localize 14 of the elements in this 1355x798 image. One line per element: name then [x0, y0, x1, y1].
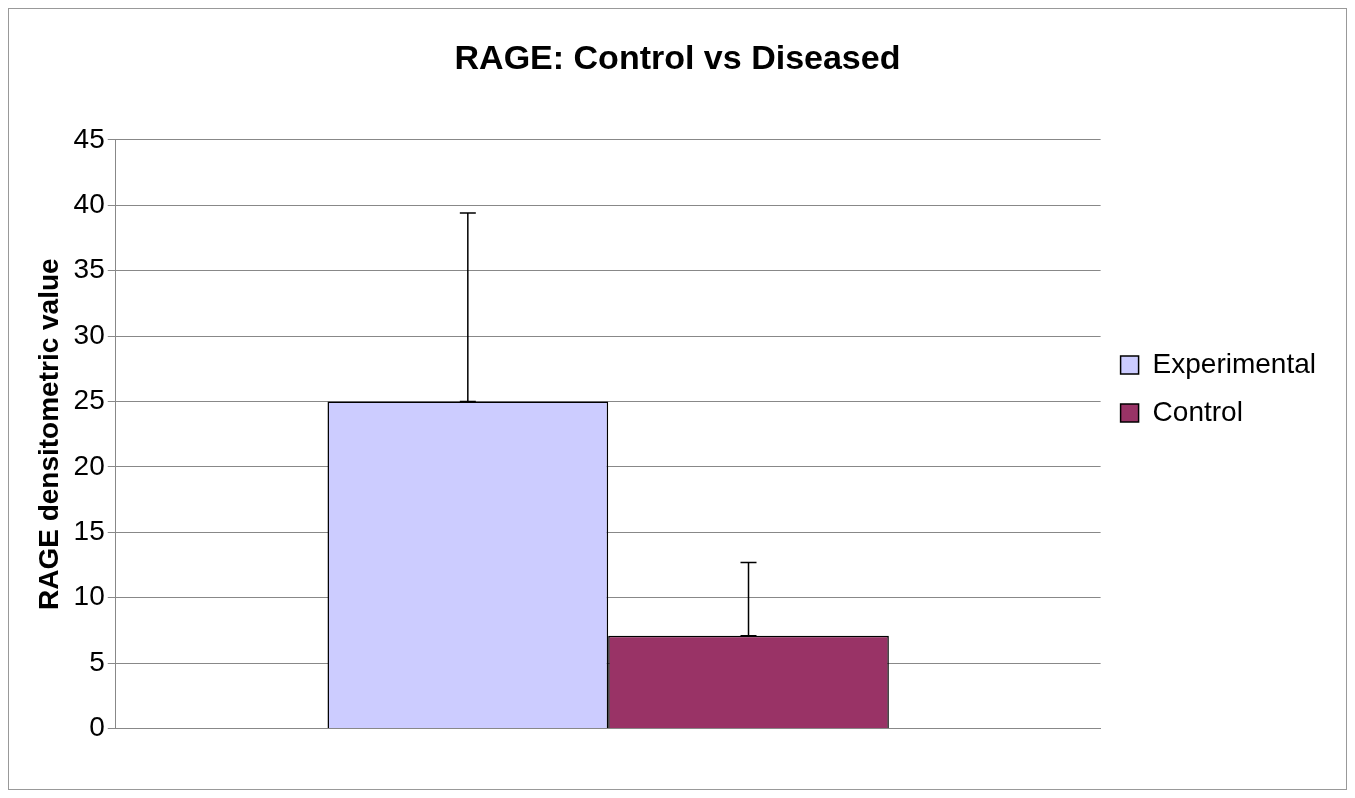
y-tick-label: 20: [73, 449, 105, 481]
y-tick-label: 0: [89, 711, 105, 743]
y-tick-label: 10: [73, 580, 105, 612]
y-tick-label: 45: [73, 122, 105, 154]
y-tick-label: 40: [73, 187, 105, 219]
chart-title: RAGE: Control vs Diseased: [454, 37, 901, 76]
y-tick-label: 15: [73, 515, 105, 547]
y-axis-title: RAGE densitometric value: [32, 258, 64, 611]
y-tick-label: 25: [73, 384, 105, 416]
y-tick-label: 35: [73, 253, 105, 285]
legend-label: Control: [1152, 395, 1243, 427]
y-tick-label: 5: [89, 645, 105, 677]
y-tick-label: 30: [73, 318, 105, 350]
legend-label: Experimental: [1152, 347, 1316, 379]
